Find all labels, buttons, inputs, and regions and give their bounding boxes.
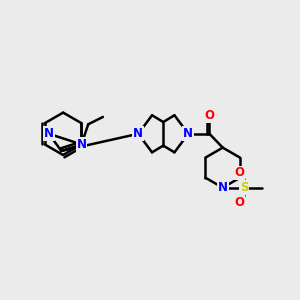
Text: N: N <box>133 127 143 140</box>
Text: O: O <box>235 167 244 179</box>
Text: O: O <box>235 196 244 209</box>
Text: N: N <box>76 138 86 151</box>
Text: S: S <box>240 181 248 194</box>
Text: N: N <box>218 181 228 194</box>
Text: N: N <box>44 127 54 140</box>
Text: N: N <box>183 127 193 140</box>
Text: O: O <box>205 109 214 122</box>
